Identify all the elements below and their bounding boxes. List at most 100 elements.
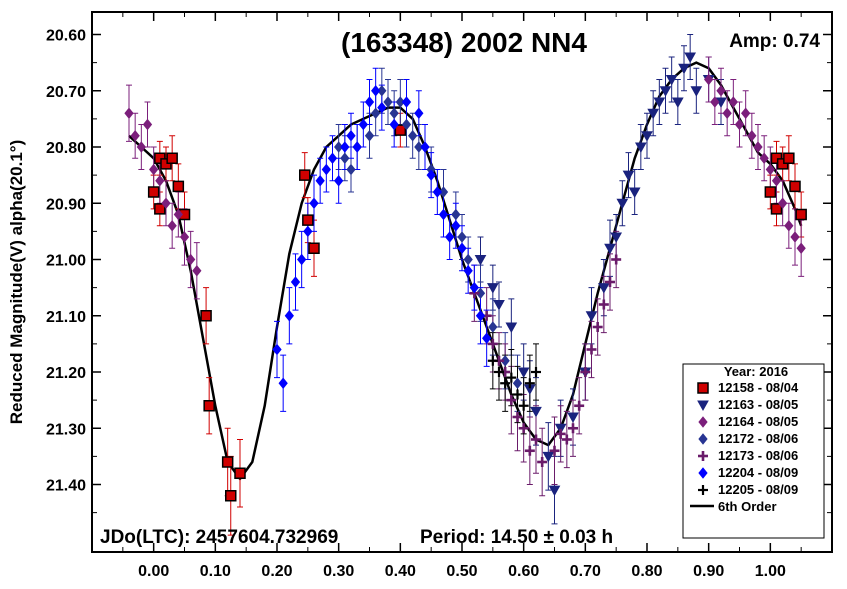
x-tick-label: 0.30 — [323, 563, 354, 580]
data-point — [377, 84, 387, 97]
data-point — [506, 372, 517, 383]
legend-label: 12173 - 08/06 — [718, 448, 798, 463]
legend-marker — [698, 451, 708, 461]
data-point — [512, 389, 523, 400]
data-point — [272, 343, 282, 356]
data-point — [346, 129, 356, 142]
data-point — [149, 163, 159, 176]
data-point — [597, 283, 610, 294]
data-point — [493, 300, 505, 311]
data-point — [790, 231, 800, 243]
x-tick-label: 0.80 — [631, 563, 662, 580]
data-point — [474, 255, 487, 266]
data-point — [678, 63, 690, 75]
data-point — [475, 287, 486, 300]
data-point — [628, 187, 641, 199]
data-point — [161, 197, 171, 210]
data-point — [517, 367, 530, 379]
y-tick-label: 21.10 — [46, 309, 86, 326]
data-point — [764, 186, 777, 198]
legend-label: 12158 - 08/04 — [718, 380, 799, 395]
data-point — [364, 129, 375, 142]
data-point — [297, 253, 307, 266]
y-tick-label: 20.70 — [46, 84, 86, 101]
period-label: Period: 14.50 ± 0.03 h — [420, 527, 613, 548]
y-tick-label: 20.60 — [46, 28, 86, 45]
data-point — [451, 208, 461, 221]
legend-marker — [697, 382, 709, 394]
data-point — [796, 242, 806, 255]
y-tick-label: 20.90 — [46, 196, 86, 213]
data-point — [795, 208, 807, 221]
data-point — [179, 231, 190, 243]
data-point — [622, 170, 635, 182]
legend-marker — [697, 400, 709, 412]
data-point — [364, 96, 375, 108]
y-tick-label: 21.30 — [46, 421, 86, 438]
data-point — [389, 107, 399, 120]
data-point — [716, 84, 726, 97]
legend-marker — [698, 485, 708, 495]
data-point — [641, 131, 653, 142]
data-point — [225, 490, 237, 502]
legend-label: 12164 - 08/05 — [718, 414, 798, 429]
x-tick-label: 0.20 — [261, 563, 292, 580]
data-point — [616, 198, 629, 210]
y-tick-label: 21.20 — [46, 365, 86, 382]
data-point — [340, 141, 350, 153]
x-tick-label: 0.10 — [200, 563, 231, 580]
data-point — [302, 214, 314, 226]
legend-label: 12204 - 08/09 — [718, 465, 798, 480]
data-point — [482, 332, 492, 345]
data-point — [592, 322, 603, 332]
points-layer — [124, 52, 807, 502]
data-point — [463, 264, 473, 277]
data-point — [659, 86, 672, 97]
data-point — [580, 367, 591, 377]
data-point — [531, 434, 541, 445]
data-point — [586, 344, 597, 355]
data-point — [512, 412, 523, 422]
x-tick-label: 0.50 — [446, 563, 477, 580]
data-point — [747, 129, 757, 142]
data-point — [524, 378, 535, 389]
legend-label: 6th Order — [718, 499, 777, 514]
data-point — [759, 152, 769, 165]
amplitude-label: Amp: 0.74 — [729, 31, 820, 52]
data-point — [371, 84, 381, 97]
y-tick-label: 21.40 — [46, 478, 86, 495]
y-axis: 20.60 20.70 20.80 20.90 21.00 21.10 21.20 21.30… — [46, 28, 832, 514]
data-point — [555, 428, 566, 439]
data-point — [783, 152, 795, 164]
data-point — [778, 197, 788, 210]
x-tick-label: 1.00 — [755, 563, 786, 580]
data-point — [542, 451, 555, 463]
data-point — [710, 96, 720, 108]
data-point — [771, 174, 782, 187]
data-point — [334, 174, 344, 187]
data-point — [290, 276, 301, 288]
data-point — [426, 169, 436, 181]
data-point — [765, 163, 775, 176]
data-point — [690, 86, 703, 97]
data-point — [524, 445, 535, 456]
data-point — [537, 457, 548, 467]
data-point — [166, 152, 178, 164]
data-point — [568, 423, 578, 434]
data-point — [303, 225, 313, 238]
data-point — [438, 186, 449, 198]
data-point — [548, 485, 561, 497]
data-point — [130, 129, 140, 142]
data-point — [438, 208, 449, 221]
data-point — [531, 367, 541, 377]
data-point — [192, 264, 202, 277]
data-point — [494, 367, 504, 377]
data-point — [722, 107, 732, 120]
data-point — [561, 434, 572, 445]
jd-label: JDo(LTC): 2457604.732969 — [100, 527, 338, 548]
data-point — [610, 232, 623, 244]
x-tick-label: 0.90 — [693, 563, 724, 580]
data-point — [154, 203, 166, 215]
